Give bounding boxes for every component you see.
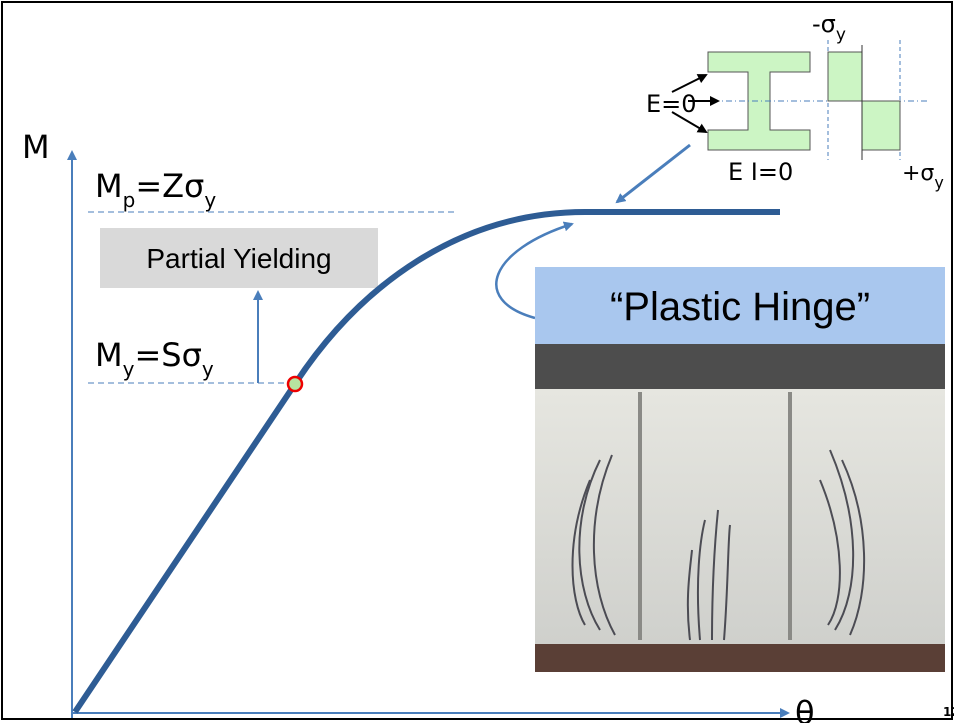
compression-block <box>827 51 863 102</box>
photo <box>535 344 945 672</box>
ei-zero-label: E I=0 <box>728 158 793 186</box>
arrow <box>671 74 708 93</box>
section-arrow <box>615 143 691 204</box>
y-axis-label: M <box>22 128 50 166</box>
yield-moment-label: My=Sσy <box>95 336 214 381</box>
moment-curve <box>72 209 780 714</box>
e-zero-label: E=0 <box>646 90 697 118</box>
page-number: 12 <box>943 705 954 719</box>
partial-yielding-label: Partial Yielding <box>146 243 331 274</box>
partial-yielding-box <box>100 228 378 288</box>
yield-point <box>286 375 304 393</box>
hinge-label-box <box>535 267 945 344</box>
tension-block <box>861 100 901 151</box>
neg-stress-label: -σy <box>812 10 846 45</box>
x-axis-label: θ <box>795 694 815 723</box>
arrow <box>671 111 708 134</box>
i-section <box>707 51 811 151</box>
pos-stress-label: +σy <box>902 161 944 192</box>
plastic-moment-label: Mp=Zσy <box>95 167 216 212</box>
hinge-arrow <box>495 221 574 320</box>
hinge-label: “Plastic Hinge” <box>610 285 870 329</box>
